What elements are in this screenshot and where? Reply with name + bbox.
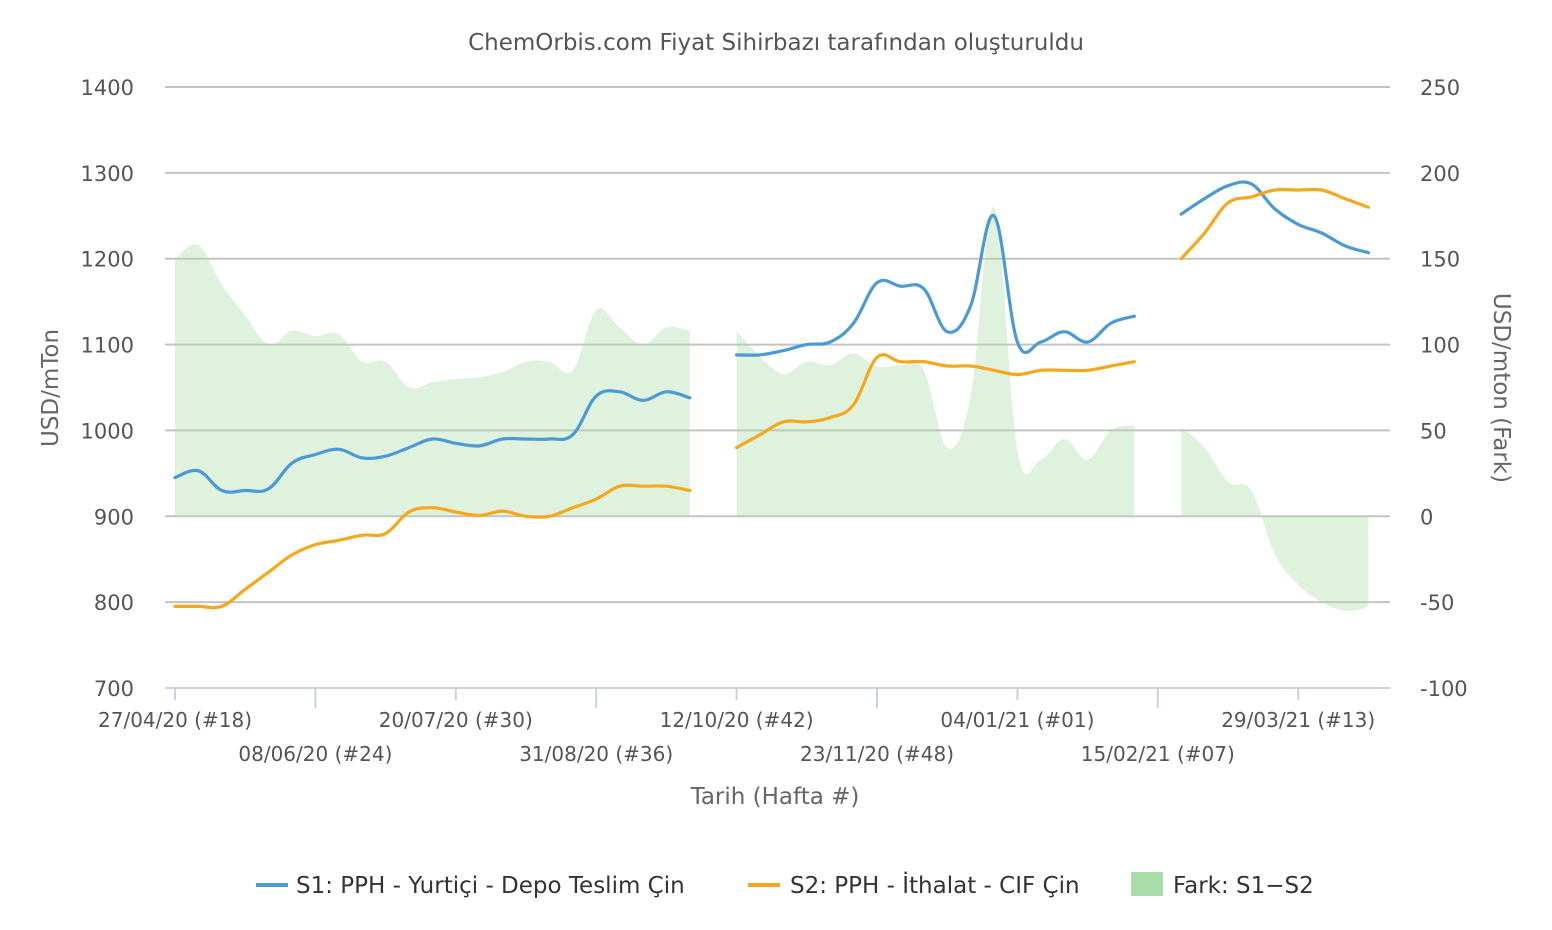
y-tick-label-1200: 1200 xyxy=(81,248,134,272)
legend: S1: PPH - Yurtiçi - Depo Teslim Çin S2: P… xyxy=(256,871,1314,899)
x-tick-label: 15/02/21 (#07) xyxy=(1081,742,1235,766)
axis-layer: 700 800 900 1000 1100 1200 1300 1400 -100 -50 0 50 1… xyxy=(81,76,1468,766)
line-s2-segment-2 xyxy=(1179,187,1370,261)
line-s2-segment-0 xyxy=(173,483,692,610)
y-tick-label-1000: 1000 xyxy=(81,419,134,443)
y-tick-label-900: 900 xyxy=(94,505,134,529)
legend-label-3: Fark: S1−S2 xyxy=(1173,873,1314,899)
line-s2-segment-1 xyxy=(735,353,1136,450)
y2-tick-label-100: 100 xyxy=(1420,334,1460,358)
x-tick-label: 12/10/20 (#42) xyxy=(660,708,814,732)
area-fark-segment-1 xyxy=(736,206,1135,517)
line-layer xyxy=(173,180,1370,610)
y-axis-title: USD/mTon xyxy=(38,329,64,447)
line-s1-segment-0 xyxy=(173,389,692,494)
y2-tick-label--100: -100 xyxy=(1420,677,1468,701)
x-tick-label: 27/04/20 (#18) xyxy=(98,708,252,732)
x-axis-title: Tarih (Hafta #) xyxy=(690,784,860,810)
y2-tick-label-0: 0 xyxy=(1420,505,1433,529)
y-tick-label-1400: 1400 xyxy=(81,76,134,100)
x-tick-label: 31/08/20 (#36) xyxy=(519,742,673,766)
legend-label-2: S2: PPH - İthalat - CIF Çin xyxy=(790,871,1080,899)
chart-title: ChemOrbis.com Fiyat Sihirbazı tarafından… xyxy=(468,30,1084,56)
x-tick-label: 20/07/20 (#30) xyxy=(379,708,533,732)
y2-tick-label-150: 150 xyxy=(1420,248,1460,272)
y-tick-label-1300: 1300 xyxy=(81,162,134,186)
y2-tick-label-200: 200 xyxy=(1420,162,1460,186)
legend-swatch-fark xyxy=(1131,872,1163,896)
legend-label-1: S1: PPH - Yurtiçi - Depo Teslim Çin xyxy=(296,873,685,899)
line-s1-segment-1 xyxy=(735,214,1136,357)
y2-tick-label--50: -50 xyxy=(1420,591,1454,615)
y-tick-label-1100: 1100 xyxy=(81,334,134,358)
area-layer xyxy=(175,206,1369,611)
grid-layer xyxy=(165,86,1390,604)
x-tick-label: 08/06/20 (#24) xyxy=(238,742,392,766)
line-s1-segment-2 xyxy=(1179,180,1370,255)
y2-tick-label-250: 250 xyxy=(1420,76,1460,100)
area-fark-segment-2 xyxy=(1181,427,1369,611)
area-fark-segment-0 xyxy=(175,244,690,517)
x-tick-label: 04/01/21 (#01) xyxy=(940,708,1094,732)
x-tick-label: 29/03/21 (#13) xyxy=(1221,708,1375,732)
y-tick-label-800: 800 xyxy=(94,591,134,615)
x-tick-label: 23/11/20 (#48) xyxy=(800,742,954,766)
y-tick-label-700: 700 xyxy=(94,677,134,701)
y2-axis-title: USD/mton (Fark) xyxy=(1488,293,1514,483)
y2-tick-label-50: 50 xyxy=(1420,419,1447,443)
